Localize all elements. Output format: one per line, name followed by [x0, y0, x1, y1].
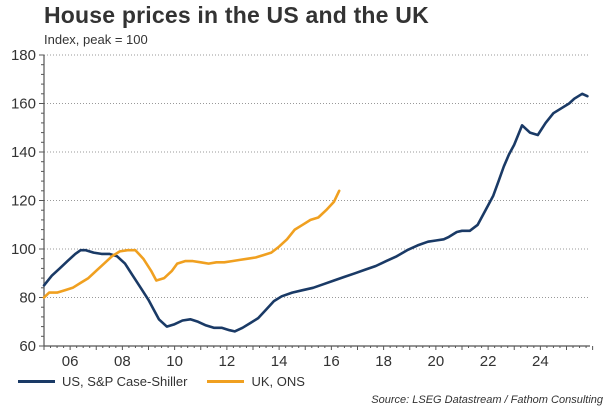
x-tick-label: 22: [480, 353, 497, 370]
legend-item-us: US, S&P Case-Shiller: [18, 374, 187, 389]
series-line-us: [42, 92, 589, 333]
legend-label-us: US, S&P Case-Shiller: [62, 374, 188, 389]
series-lines: [42, 92, 589, 333]
legend: US, S&P Case-Shiller UK, ONS: [18, 374, 325, 389]
x-tick-label: 12: [219, 353, 236, 370]
x-tick-label: 10: [166, 353, 183, 370]
y-tick-label: 180: [11, 47, 36, 64]
legend-swatch-uk: [207, 380, 245, 383]
y-tick-label: 160: [11, 96, 36, 113]
y-tick-label: 60: [19, 338, 36, 355]
legend-label-uk: UK, ONS: [251, 374, 305, 389]
y-tick-label: 100: [11, 241, 36, 258]
y-tick-label: 140: [11, 144, 36, 161]
x-tick-label: 18: [375, 353, 392, 370]
x-tick-label: 16: [323, 353, 340, 370]
y-tick-label: 80: [19, 290, 36, 307]
chart-title: House prices in the US and the UK: [44, 2, 429, 28]
axes: [39, 54, 594, 350]
x-tick-label: 24: [532, 353, 549, 370]
x-tick-label: 08: [114, 353, 131, 370]
chart-subtitle: Index, peak = 100: [44, 32, 148, 47]
x-tick-label: 06: [62, 353, 79, 370]
source-note: Source: LSEG Datastream / Fathom Consult…: [371, 394, 603, 406]
y-tick-label: 120: [11, 193, 36, 210]
series-line-uk: [42, 189, 341, 299]
x-tick-label: 14: [271, 353, 288, 370]
legend-swatch-us: [18, 380, 55, 383]
gridlines: [44, 54, 590, 298]
tick-labels: 60 80 100 120 140 160 180 06 08 10 12 14 16 18 20 22 24: [11, 47, 549, 370]
legend-item-uk: UK, ONS: [207, 374, 305, 389]
x-tick-label: 20: [428, 353, 445, 370]
